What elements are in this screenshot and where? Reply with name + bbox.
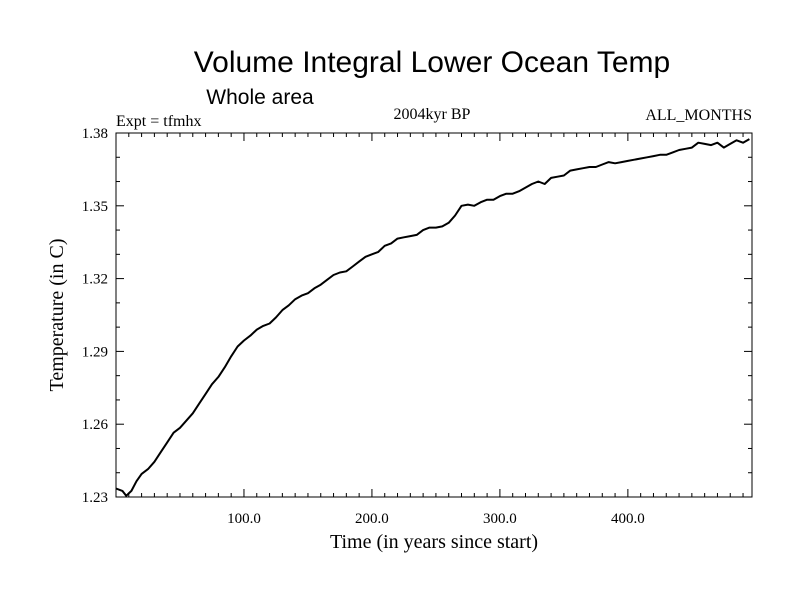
y-tick-label: 1.29 xyxy=(82,344,108,360)
x-tick-label: 100.0 xyxy=(227,511,261,527)
months-label: ALL_MONTHS xyxy=(645,107,752,124)
y-tick-label: 1.38 xyxy=(82,126,108,142)
x-axis-label: Time (in years since start) xyxy=(330,531,538,553)
experiment-label: Expt = tfmhx xyxy=(116,113,201,130)
plot-frame xyxy=(115,132,753,498)
y-axis-ticks: 1.23 1.26 1.29 1.32 1.35 1.38 xyxy=(82,126,752,506)
y-axis-label: Temperature (in C) xyxy=(46,239,68,392)
x-axis-ticks: 100.0 200.0 300.0 400.0 xyxy=(128,133,744,527)
y-tick-label: 1.26 xyxy=(82,417,109,433)
x-tick-label: 200.0 xyxy=(355,511,389,527)
chart-subtitle: Whole area xyxy=(206,86,314,109)
chart-title: Volume Integral Lower Ocean Temp xyxy=(194,46,670,79)
temperature-series-line xyxy=(115,138,750,497)
period-label: 2004kyr BP xyxy=(394,106,471,123)
x-tick-label: 300.0 xyxy=(483,511,517,527)
y-tick-label: 1.32 xyxy=(82,272,108,288)
y-tick-label: 1.35 xyxy=(82,199,108,215)
x-tick-label: 400.0 xyxy=(611,511,645,527)
y-tick-label: 1.23 xyxy=(82,490,108,506)
